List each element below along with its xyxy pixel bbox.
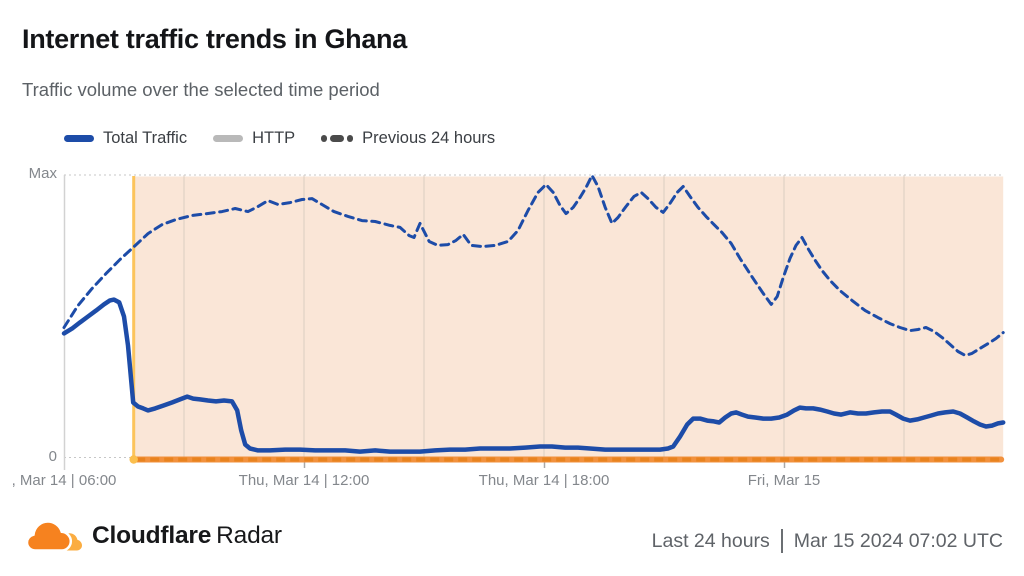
legend-item-http[interactable]: HTTP <box>213 129 295 148</box>
brand-cloudflare: Cloudflare <box>92 522 212 549</box>
caption-divider <box>780 529 783 553</box>
brand-wordmark: Cloudflare Radar <box>92 522 282 550</box>
page-title: Internet traffic trends in Ghana <box>22 24 407 54</box>
chart-timeframe-caption: Last 24 hours Mar 15 2024 07:02 UTC <box>652 529 1003 553</box>
timeframe-text: Last 24 hours <box>651 529 770 552</box>
x-axis-label-fri-mar15: Fri, Mar 15 <box>747 472 821 489</box>
legend-label: Previous 24 hours <box>362 129 496 147</box>
brand-radar: Radar <box>216 522 282 549</box>
timestamp-text: Mar 15 2024 07:02 UTC <box>793 529 1003 552</box>
x-axis-label-1800: Thu, Mar 14 | 18:00 <box>478 472 610 489</box>
y-axis-zero-label: 0 <box>48 448 57 465</box>
previous-24h-dashed-swatch-icon <box>321 135 354 142</box>
legend-item-previous-24-hours[interactable]: Previous 24 hours <box>321 129 495 148</box>
chart-legend: Total Traffic HTTP Previous 24 hours <box>64 129 495 148</box>
cloudflare-cloud-icon <box>26 520 82 552</box>
cloudflare-radar-logo-link[interactable]: Cloudflare Radar <box>26 516 282 556</box>
total-traffic-swatch-icon <box>64 135 94 142</box>
legend-label: HTTP <box>252 129 296 147</box>
x-axis-label-1200: Thu, Mar 14 | 12:00 <box>238 472 370 489</box>
page-subtitle: Traffic volume over the selected time pe… <box>22 79 380 100</box>
http-swatch-icon <box>213 135 244 142</box>
x-axis-label-0600: , Mar 14 | 06:00 <box>11 472 117 489</box>
legend-label: Total Traffic <box>103 129 188 147</box>
legend-item-total-traffic[interactable]: Total Traffic <box>64 129 187 148</box>
y-axis-max-label: Max <box>28 165 57 182</box>
